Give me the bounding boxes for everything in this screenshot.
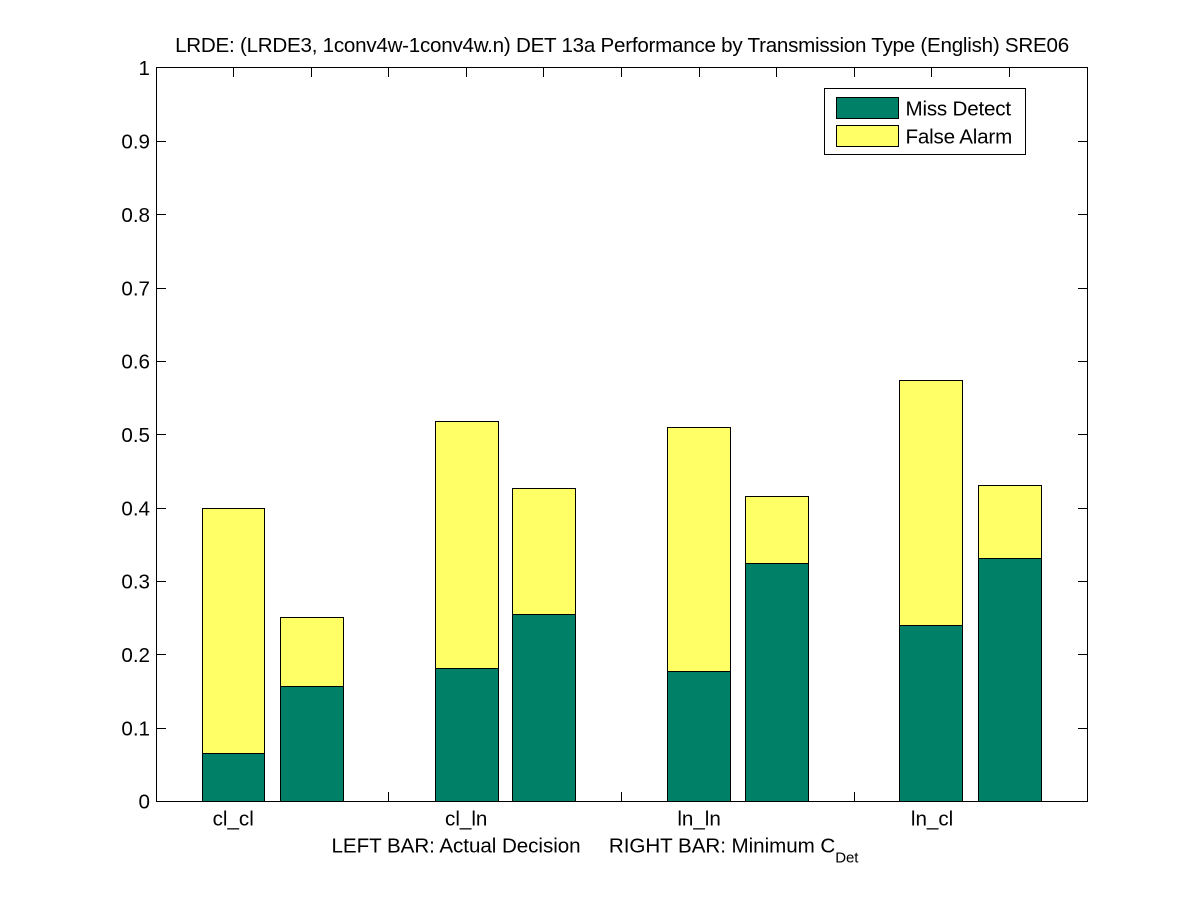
svg-text:1: 1 bbox=[139, 57, 150, 80]
svg-text:0.6: 0.6 bbox=[121, 351, 150, 374]
svg-text:LRDE: (LRDE3, 1conv4w-1conv4w.: LRDE: (LRDE3, 1conv4w-1conv4w.n) DET 13a… bbox=[175, 34, 1069, 57]
svg-text:Miss Detect: Miss Detect bbox=[906, 98, 1012, 121]
svg-text:False Alarm: False Alarm bbox=[906, 126, 1013, 149]
svg-text:0.2: 0.2 bbox=[121, 644, 150, 667]
svg-text:0.7: 0.7 bbox=[121, 277, 150, 300]
svg-text:0.5: 0.5 bbox=[121, 424, 150, 447]
svg-text:ln_ln: ln_ln bbox=[677, 808, 721, 831]
svg-text:0.8: 0.8 bbox=[121, 204, 150, 227]
svg-text:0.4: 0.4 bbox=[121, 497, 150, 520]
svg-text:cl_ln: cl_ln bbox=[445, 808, 487, 831]
svg-text:ln_cl: ln_cl bbox=[911, 808, 953, 831]
svg-text:0.9: 0.9 bbox=[121, 131, 150, 154]
svg-text:cl_cl: cl_cl bbox=[213, 808, 254, 831]
svg-text:0.1: 0.1 bbox=[121, 717, 150, 740]
svg-text:0.3: 0.3 bbox=[121, 571, 150, 594]
svg-text:0: 0 bbox=[139, 791, 150, 814]
